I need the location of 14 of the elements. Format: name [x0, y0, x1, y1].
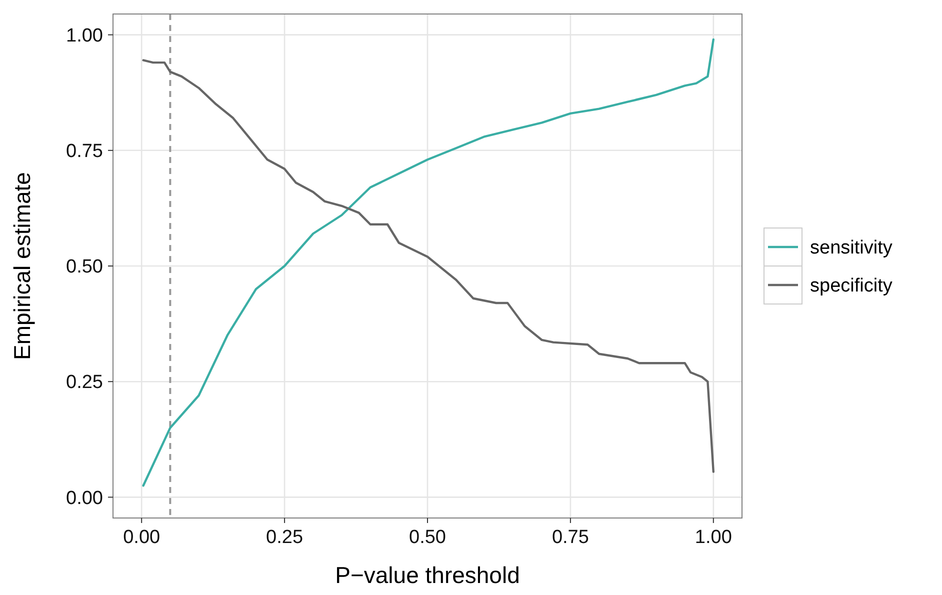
- legend-label: specificity: [810, 276, 893, 297]
- x-axis-title: P−value threshold: [335, 562, 520, 588]
- y-tick-label: 0.00: [66, 488, 103, 509]
- x-tick-label: 0.00: [123, 527, 160, 548]
- x-tick-label: 1.00: [694, 527, 732, 548]
- x-tick-label: 0.25: [266, 527, 304, 548]
- y-axis-title: Empirical estimate: [9, 172, 35, 360]
- y-tick-label: 0.75: [66, 141, 103, 162]
- y-tick-label: 0.25: [66, 372, 103, 394]
- y-tick-label: 1.00: [66, 25, 103, 46]
- x-tick-label: 0.50: [409, 527, 446, 548]
- y-tick-label: 0.50: [66, 256, 103, 278]
- legend-label: sensitivity: [810, 238, 893, 259]
- x-tick-label: 0.75: [552, 527, 589, 548]
